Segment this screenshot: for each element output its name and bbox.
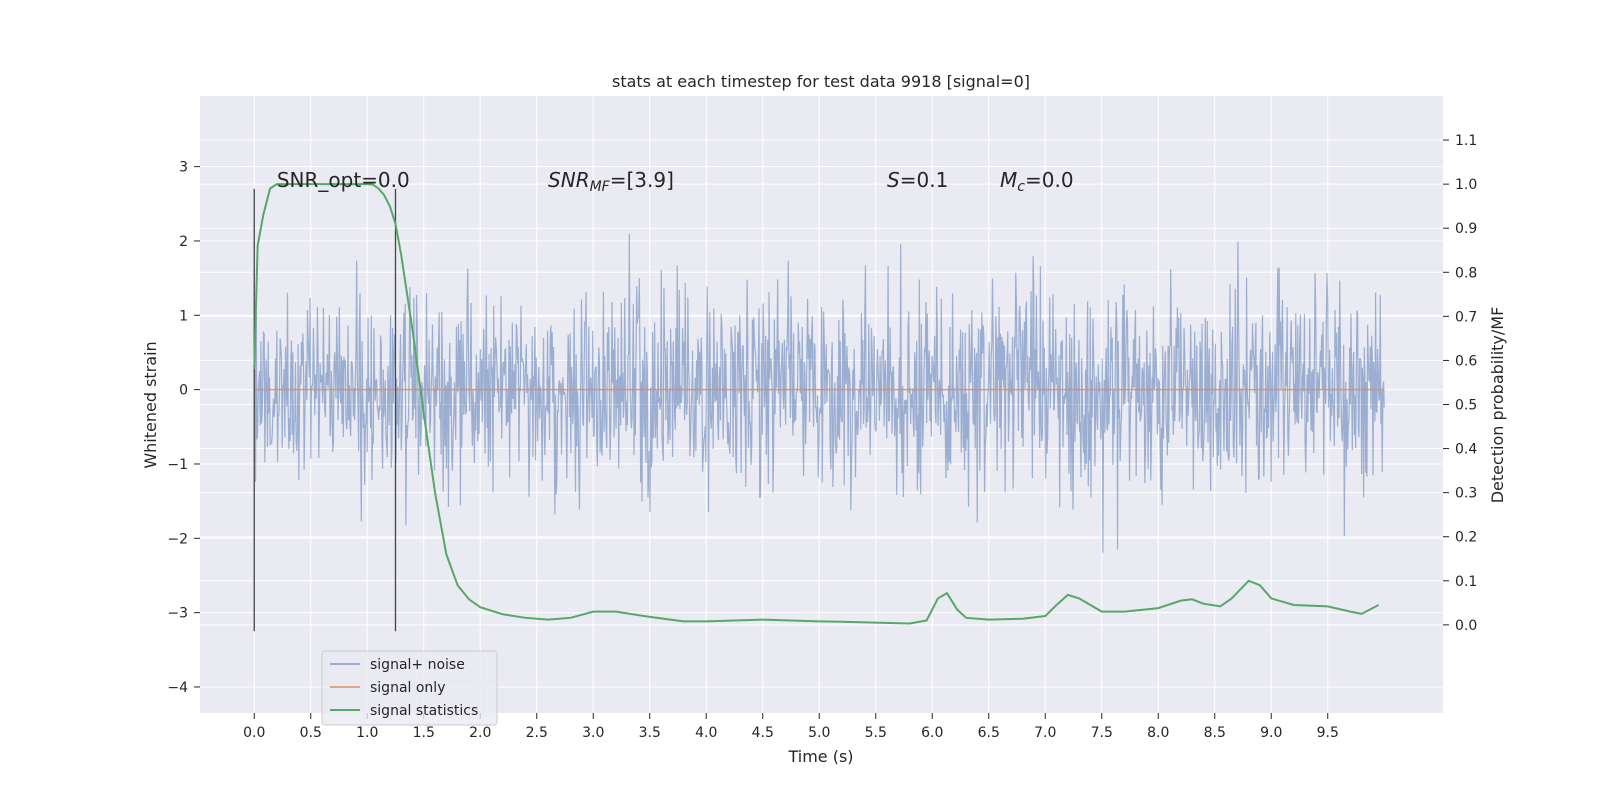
annotation-text: S=0.1: [887, 168, 948, 192]
y-axis-left: 3 2 1 0 −1 −2 −3 −4: [167, 160, 200, 696]
chart-title: stats at each timestep for test data 991…: [612, 72, 1030, 91]
y-tick-label: −4: [167, 680, 188, 696]
legend-label-statistics: signal statistics: [370, 703, 478, 719]
y-tick-label: 2: [179, 234, 188, 250]
legend: signal+ noise signal only signal statist…: [321, 650, 498, 726]
x-tick-label: 4.0: [695, 725, 717, 741]
legend-box: [321, 650, 498, 726]
annotation-text: SNR_opt=0.0: [277, 168, 410, 192]
y2-tick-label: 0.6: [1455, 353, 1477, 369]
legend-label-noise: signal+ noise: [370, 657, 465, 673]
y2-tick-label: 1.1: [1455, 133, 1477, 149]
x-tick-label: 5.0: [808, 725, 830, 741]
x-tick-label: 9.5: [1317, 725, 1339, 741]
noise-series: [253, 233, 1385, 553]
x-tick-label: 8.5: [1204, 725, 1226, 741]
annotations: SNR_opt=0.0 SNRMF=[3.9] S=0.1 Mc=0.0: [277, 168, 1074, 195]
legend-label-signal-only: signal only: [370, 680, 445, 696]
y2-tick-label: 1.0: [1455, 177, 1477, 193]
y-axis-right: 1.1 1.0 0.9 0.8 0.7 0.6 0.5 0.4 0.3 0.2 0.1 0.0: [1443, 133, 1477, 634]
y2-tick-label: 0.0: [1455, 618, 1477, 634]
annotation-text: Mc=0.0: [1000, 168, 1074, 195]
y-tick-label: 3: [179, 160, 188, 176]
annotation-text: SNRMF=[3.9]: [548, 168, 674, 195]
statistics-line: [253, 183, 1380, 625]
y2-tick-label: 0.9: [1455, 221, 1477, 237]
x-tick-label: 4.5: [752, 725, 774, 741]
x-tick-label: 7.0: [1034, 725, 1056, 741]
y2-tick-label: 0.4: [1455, 442, 1477, 458]
x-tick-label: 5.5: [865, 725, 887, 741]
x-tick-label: 2.5: [526, 725, 548, 741]
x-tick-label: 1.5: [413, 725, 435, 741]
y2-tick-label: 0.8: [1455, 265, 1477, 281]
y-tick-label: −1: [167, 457, 188, 473]
x-tick-label: 7.5: [1091, 725, 1113, 741]
x-tick-label: 3.0: [582, 725, 604, 741]
y2-tick-label: 0.3: [1455, 486, 1477, 502]
y-tick-label: −2: [167, 531, 188, 547]
y2-tick-label: 0.7: [1455, 309, 1477, 325]
x-tick-label: 0.0: [243, 725, 265, 741]
y2-tick-label: 0.1: [1455, 574, 1477, 590]
noise-line: [253, 233, 1385, 553]
y2-tick-label: 0.2: [1455, 530, 1477, 546]
x-axis: 0.0 0.5 1.0 1.5 2.0 2.5 3.0 3.5 4.0 4.5 5.0 5.5 6.0 6…: [243, 713, 1339, 741]
vertical-markers: [253, 188, 397, 632]
y-tick-label: −3: [167, 606, 188, 622]
x-tick-label: 9.0: [1260, 725, 1282, 741]
x-tick-label: 3.5: [639, 725, 661, 741]
y-tick-label: 1: [179, 308, 188, 324]
y-axis-label: Whitened strain: [141, 341, 160, 468]
x-axis-label: Time (s): [787, 747, 853, 766]
x-tick-label: 6.0: [921, 725, 943, 741]
x-tick-label: 2.0: [469, 725, 491, 741]
y2-tick-label: 0.5: [1455, 398, 1477, 414]
x-tick-label: 0.5: [300, 725, 322, 741]
x-tick-label: 8.0: [1147, 725, 1169, 741]
x-tick-label: 1.0: [356, 725, 378, 741]
y-tick-label: 0: [179, 383, 188, 399]
x-tick-label: 6.5: [978, 725, 1000, 741]
y2-axis-label: Detection probability/MF: [1488, 307, 1507, 504]
statistics-series: [253, 183, 1380, 625]
